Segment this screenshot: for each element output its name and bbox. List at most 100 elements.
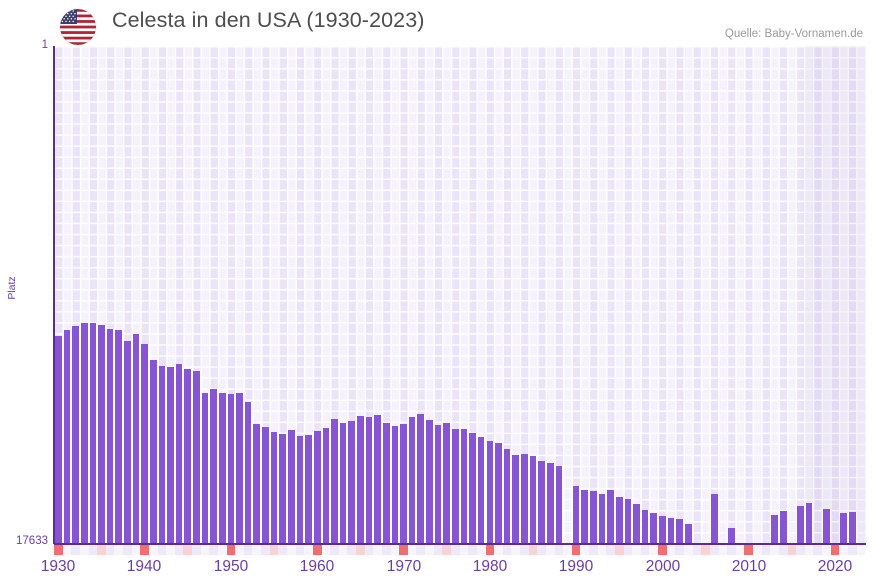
x-tick-cell-1995 [614, 545, 624, 555]
bar-1990[interactable] [571, 486, 581, 544]
bar-1952[interactable] [243, 402, 253, 544]
bar-2017[interactable] [804, 503, 814, 544]
bar-1944[interactable] [174, 364, 184, 544]
x-tick-cell-1979 [476, 545, 486, 555]
bar-1939[interactable] [131, 334, 141, 544]
bar-1937[interactable] [114, 330, 124, 544]
bar-1932[interactable] [71, 326, 80, 544]
bar-1969[interactable] [390, 426, 400, 544]
bar-1956[interactable] [278, 434, 287, 544]
bar-1955[interactable] [269, 432, 279, 544]
bar-1940[interactable] [140, 344, 149, 544]
x-tick-cell-2013 [770, 545, 779, 555]
bar-1960[interactable] [312, 431, 322, 544]
bar-1949[interactable] [217, 393, 227, 544]
bar-2003[interactable] [683, 524, 693, 544]
bar-1936[interactable] [105, 329, 115, 544]
x-tick-cell-1932 [71, 545, 80, 555]
bar-1930[interactable] [54, 336, 63, 544]
bar-1970[interactable] [399, 424, 408, 544]
bar-2014[interactable] [778, 511, 788, 544]
bar-1966[interactable] [364, 417, 374, 544]
bar-1963[interactable] [338, 423, 348, 544]
bar-1980[interactable] [485, 441, 495, 544]
bar-1992[interactable] [589, 491, 598, 544]
bar-1983[interactable] [511, 455, 520, 544]
bar-1987[interactable] [545, 463, 555, 544]
bar-1953[interactable] [252, 424, 262, 544]
x-tick-cell-1974 [433, 545, 443, 555]
bar-1999[interactable] [649, 513, 659, 544]
bar-2013[interactable] [770, 515, 779, 544]
x-tick-cell-2009 [735, 545, 745, 555]
bar-1933[interactable] [79, 323, 89, 544]
bar-1947[interactable] [200, 393, 210, 544]
bar-1979[interactable] [476, 437, 486, 544]
x-tick-cell-2002 [675, 545, 684, 555]
bar-1994[interactable] [606, 490, 615, 544]
bar-1961[interactable] [321, 428, 331, 544]
bar-1957[interactable] [287, 430, 296, 544]
bar-1941[interactable] [148, 360, 158, 544]
bar-2021[interactable] [839, 513, 848, 544]
bar-1931[interactable] [62, 330, 72, 544]
bar-1967[interactable] [373, 415, 382, 544]
bar-1976[interactable] [450, 429, 460, 544]
bar-1945[interactable] [183, 369, 193, 544]
bar-1986[interactable] [537, 461, 546, 544]
bar-1964[interactable] [347, 421, 357, 544]
bar-1982[interactable] [502, 449, 512, 544]
bar-1971[interactable] [407, 417, 417, 544]
bar-1968[interactable] [381, 423, 391, 544]
bar-1972[interactable] [416, 414, 426, 544]
x-tick-cell-1946 [192, 545, 201, 555]
bar-1965[interactable] [356, 416, 365, 544]
bar-1943[interactable] [166, 367, 175, 544]
bar-2006[interactable] [709, 494, 719, 544]
x-tick-cell-1959 [304, 545, 313, 555]
bar-1958[interactable] [295, 436, 305, 544]
bar-1975[interactable] [442, 423, 451, 544]
bar-2019[interactable] [822, 509, 831, 544]
bar-1942[interactable] [157, 366, 167, 544]
bar-1998[interactable] [640, 510, 650, 544]
x-tick-cell-1976 [450, 545, 460, 555]
x-tick-cell-1984 [520, 545, 529, 555]
bar-1993[interactable] [597, 494, 607, 544]
bar-1991[interactable] [580, 490, 590, 544]
y-axis-title: Platz [6, 276, 18, 300]
bar-1950[interactable] [226, 394, 236, 544]
x-tick-cell-1960 [312, 545, 322, 555]
bar-1973[interactable] [425, 420, 434, 544]
bar-2000[interactable] [658, 516, 667, 544]
bar-1959[interactable] [304, 435, 313, 544]
bar-1962[interactable] [330, 419, 339, 544]
bar-1938[interactable] [123, 341, 132, 544]
bar-series [54, 46, 866, 544]
bar-1946[interactable] [192, 371, 201, 544]
bar-1951[interactable] [235, 393, 244, 544]
bar-1977[interactable] [459, 429, 469, 544]
bar-1954[interactable] [261, 427, 270, 544]
x-tick-cell-2020 [830, 545, 840, 555]
bar-2016[interactable] [796, 506, 805, 544]
bar-2022[interactable] [847, 512, 857, 544]
bar-1984[interactable] [520, 454, 529, 544]
bar-2008[interactable] [727, 528, 736, 544]
bar-1978[interactable] [468, 433, 477, 544]
bar-2002[interactable] [675, 519, 684, 544]
x-tick-cell-1983 [511, 545, 520, 555]
bar-1995[interactable] [614, 497, 624, 544]
bar-1934[interactable] [88, 323, 98, 544]
bar-1974[interactable] [433, 425, 443, 544]
bar-1985[interactable] [528, 456, 538, 544]
bar-1988[interactable] [554, 466, 564, 544]
bar-2001[interactable] [666, 518, 676, 544]
bar-1996[interactable] [623, 499, 633, 544]
x-tick-label-2000: 2000 [645, 558, 681, 575]
bar-1935[interactable] [97, 325, 106, 544]
bar-1981[interactable] [494, 443, 503, 544]
x-tick-cell-1945 [183, 545, 193, 555]
bar-1997[interactable] [632, 504, 641, 544]
bar-1948[interactable] [209, 389, 218, 544]
